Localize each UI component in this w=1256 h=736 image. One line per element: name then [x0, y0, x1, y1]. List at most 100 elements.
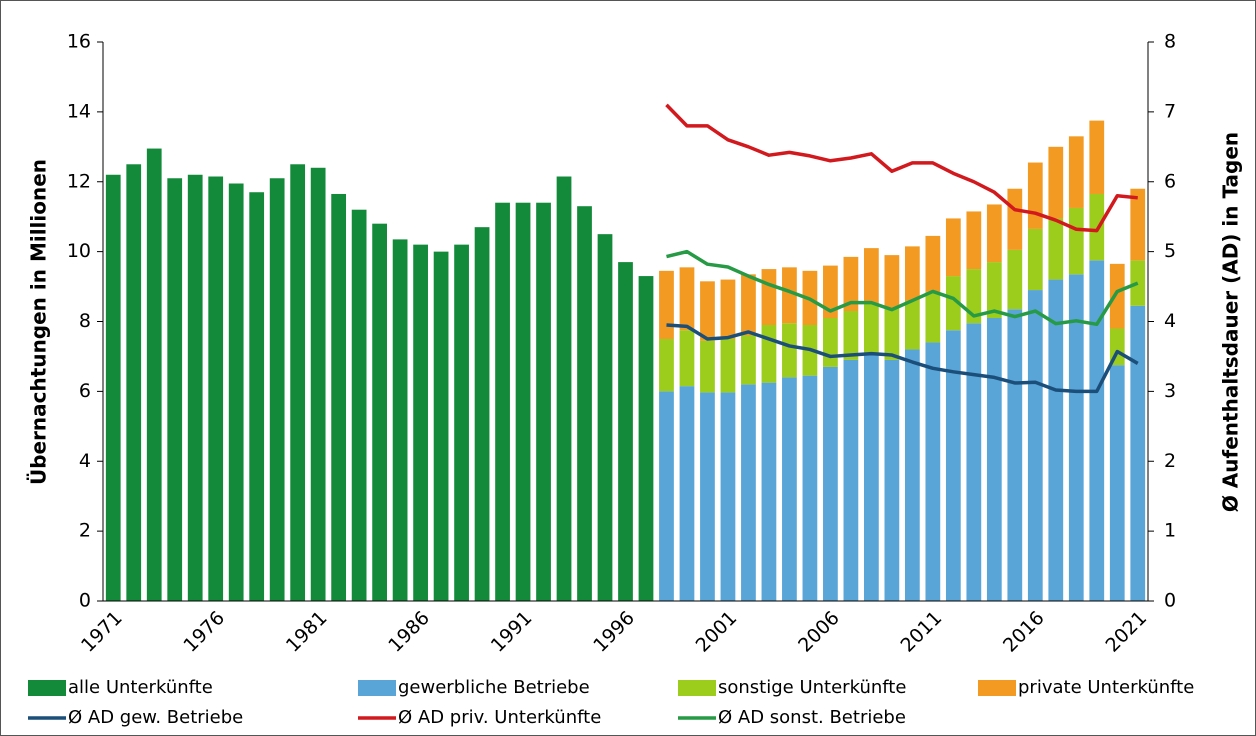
bar — [1027, 162, 1043, 229]
bar — [1130, 305, 1146, 601]
bar — [945, 276, 961, 331]
bar — [556, 176, 572, 601]
bar — [843, 311, 859, 360]
bar — [618, 262, 633, 601]
bar — [884, 307, 900, 360]
y2-tick-label: 5 — [1164, 240, 1176, 262]
bar — [1007, 188, 1023, 250]
bar — [700, 340, 715, 393]
bar — [515, 202, 531, 601]
legend-label: private Unterkünfte — [1018, 677, 1194, 698]
bar — [269, 178, 285, 601]
y-tick-label: 12 — [67, 170, 91, 192]
y-tick-label: 4 — [79, 450, 91, 472]
bar — [290, 164, 306, 601]
bar — [925, 342, 941, 601]
bar — [884, 255, 900, 308]
bar — [249, 192, 265, 601]
bar — [1048, 146, 1064, 219]
bar — [454, 244, 469, 601]
bar — [536, 202, 551, 601]
bar — [372, 223, 387, 602]
bar — [782, 323, 797, 378]
bar — [228, 183, 244, 601]
bar — [966, 269, 982, 324]
bar — [904, 246, 920, 301]
y-tick-label: 8 — [79, 310, 91, 332]
bar — [1007, 249, 1023, 310]
bar — [1027, 228, 1043, 291]
bar — [413, 244, 428, 601]
legend-swatch — [978, 680, 1016, 696]
bar — [638, 276, 654, 601]
bar — [782, 267, 797, 324]
bar — [659, 338, 674, 392]
bar — [823, 265, 838, 319]
bar — [1027, 290, 1043, 601]
legend-label: Ø AD priv. Unterkünfte — [398, 707, 601, 728]
bar — [495, 202, 510, 601]
bar — [966, 323, 982, 601]
y2-tick-label: 6 — [1164, 170, 1176, 192]
legend-label: gewerbliche Betriebe — [398, 677, 590, 698]
bar — [679, 386, 695, 601]
bar — [433, 251, 449, 601]
bar — [904, 349, 920, 601]
bar — [1068, 274, 1084, 601]
line — [666, 249, 1139, 327]
bar — [351, 209, 367, 601]
y-axis-title: Übernachtungen in Millionen — [27, 159, 51, 485]
bar — [904, 300, 920, 350]
bar — [843, 359, 859, 601]
bar — [843, 256, 859, 312]
bar — [823, 366, 838, 601]
bar — [925, 291, 941, 343]
bar — [741, 335, 756, 385]
bar — [679, 330, 695, 387]
bar — [167, 178, 183, 601]
bar — [597, 234, 613, 601]
y2-tick-label: 3 — [1164, 380, 1176, 402]
legend-label: Ø AD gew. Betriebe — [68, 707, 243, 728]
y2-tick-label: 2 — [1164, 450, 1176, 472]
bar — [986, 318, 1002, 601]
y2-tick-label: 8 — [1164, 31, 1176, 53]
bar — [1068, 136, 1084, 208]
bar — [720, 279, 736, 339]
bar — [945, 218, 961, 277]
bar — [864, 354, 879, 601]
bar — [741, 384, 756, 601]
y-tick-label: 6 — [79, 380, 91, 402]
legend-label: Ø AD sonst. Betriebe — [718, 707, 906, 728]
y2-tick-label: 1 — [1164, 520, 1176, 542]
bar — [986, 204, 1002, 263]
bar — [1089, 120, 1105, 194]
bar — [1089, 260, 1105, 601]
legend-swatch — [678, 680, 716, 696]
bar — [1007, 309, 1023, 601]
bar — [966, 211, 982, 270]
bar — [659, 391, 674, 601]
bar — [659, 270, 674, 339]
bar — [925, 235, 941, 292]
bar — [1109, 365, 1125, 601]
bar — [331, 193, 347, 601]
bar — [187, 174, 203, 601]
bar — [884, 359, 900, 601]
bar — [741, 274, 756, 336]
bar — [208, 176, 224, 601]
bar — [945, 330, 961, 601]
bar — [577, 206, 592, 602]
bar — [823, 318, 838, 367]
legend-swatch — [28, 680, 66, 696]
bar — [679, 267, 695, 331]
bar — [105, 174, 121, 601]
y2-tick-label: 7 — [1164, 100, 1176, 122]
bar — [126, 164, 142, 601]
y-tick-label: 2 — [79, 520, 91, 542]
bar — [1068, 207, 1084, 275]
bar — [761, 324, 777, 383]
y2-tick-label: 0 — [1164, 590, 1176, 612]
line — [665, 103, 1138, 233]
